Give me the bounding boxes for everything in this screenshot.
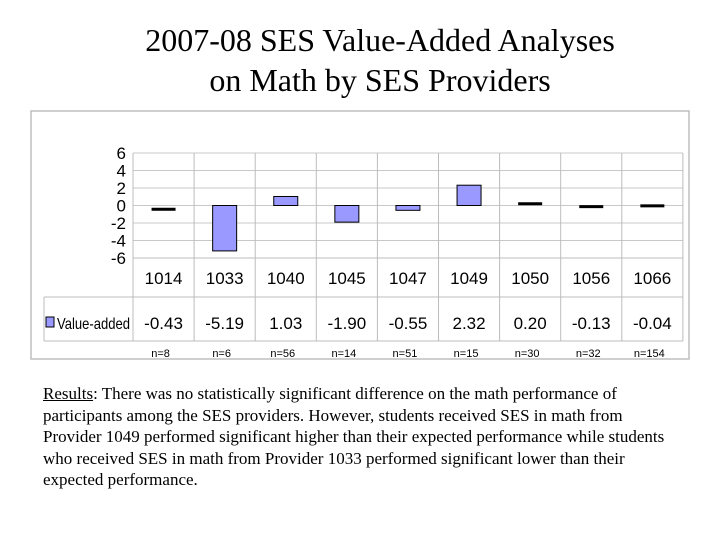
bar [273, 195, 299, 207]
results-text: Results: There was no statistically sign… [43, 383, 683, 491]
y-tick-label: -4 [111, 232, 126, 251]
category-label: 1056 [572, 269, 610, 288]
bar [640, 204, 665, 208]
category-label: 1045 [328, 269, 366, 288]
category-label: 1050 [511, 269, 549, 288]
chart: 1014 1033 1040 1045 1047 1049 1050 1056 1066 -0.4… [30, 110, 690, 364]
legend-swatch [45, 316, 55, 328]
title-line-2: on Math by SES Providers [209, 62, 551, 98]
category-label: 1040 [267, 269, 305, 288]
n-labels: n=8 n=6 n=56 n=14 n=51 n=15 n=30 n=32 n=154 [151, 348, 665, 360]
category-label: 1014 [145, 269, 183, 288]
title-line-1: 2007-08 SES Value-Added Analyses [145, 22, 615, 58]
legend-label: Value-added [57, 316, 130, 333]
y-tick-label: -6 [111, 249, 126, 268]
n-label: n=8 [151, 348, 170, 360]
n-label: n=154 [634, 348, 665, 360]
n-label: n=30 [515, 348, 540, 360]
results-lead: Results [43, 384, 94, 403]
n-label: n=51 [393, 348, 418, 360]
data-label: -0.04 [633, 314, 672, 333]
data-table: 1014 1033 1040 1045 1047 1049 1050 1056 1066 -0.4… [43, 153, 684, 342]
n-label: n=6 [212, 348, 231, 360]
bar [579, 205, 604, 209]
bar [151, 207, 176, 211]
n-label: n=32 [576, 348, 601, 360]
y-tick-label: 2 [117, 179, 126, 198]
y-tick-label: 6 [117, 144, 126, 163]
n-label: n=14 [331, 348, 356, 360]
category-label: 1033 [206, 269, 244, 288]
page-title: 2007-08 SES Value-Added Analyses on Math… [40, 20, 720, 100]
bar [212, 205, 238, 252]
bars [151, 184, 665, 252]
y-tick-label: 4 [117, 162, 126, 181]
data-label: -5.19 [205, 314, 244, 333]
data-label: 2.32 [453, 314, 486, 333]
bar [395, 205, 421, 211]
bar [518, 202, 543, 206]
data-label: -0.55 [389, 314, 428, 333]
chart-frame [30, 110, 690, 360]
chart-svg: 1014 1033 1040 1045 1047 1049 1050 1056 1066 -0.4… [30, 110, 690, 360]
n-label: n=56 [270, 348, 295, 360]
legend: Value-added [45, 316, 130, 333]
data-label: -0.43 [144, 314, 183, 333]
bar [456, 184, 482, 206]
data-label: 1.03 [269, 314, 302, 333]
category-label: 1049 [450, 269, 488, 288]
bar [334, 205, 360, 223]
category-label: 1066 [633, 269, 671, 288]
y-tick-label: -2 [111, 214, 126, 233]
data-label: -1.90 [327, 314, 366, 333]
n-label: n=15 [454, 348, 479, 360]
y-tick-label: 0 [117, 197, 126, 216]
data-label: -0.13 [572, 314, 611, 333]
data-label: 0.20 [514, 314, 547, 333]
results-body: : There was no statistically significant… [43, 384, 665, 489]
category-label: 1047 [389, 269, 427, 288]
